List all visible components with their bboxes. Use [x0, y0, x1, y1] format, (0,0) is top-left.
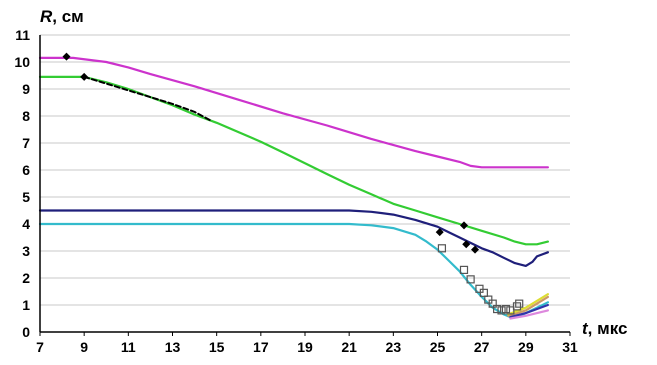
grid-layer [40, 34, 570, 306]
x-tick-label-29: 29 [518, 339, 534, 355]
x-axis-title: t, мкс [582, 319, 627, 338]
y-axis-unit: , см [52, 7, 83, 26]
square-marker-13 [515, 299, 524, 308]
square-marker-8 [493, 304, 502, 314]
x-tick-label-9: 9 [80, 339, 88, 355]
square-marker-2 [459, 265, 469, 274]
x-tick-label-7: 7 [36, 339, 44, 355]
square-marker-7 [488, 299, 497, 308]
x-tick-label-25: 25 [430, 339, 446, 355]
x-axis-unit: , мкс [588, 319, 628, 338]
x-tick-label-11: 11 [121, 339, 136, 355]
series-line-4 [38, 222, 549, 319]
series-layer [38, 56, 549, 320]
x-tick-label-15: 15 [209, 339, 225, 355]
series-line-1 [38, 56, 549, 169]
series-line-8 [509, 309, 549, 320]
x-tick-label-19: 19 [297, 339, 313, 355]
diamond-marker-3 [435, 228, 444, 237]
x-tick-label-13: 13 [165, 339, 181, 355]
x-tick-label-17: 17 [253, 339, 269, 355]
diamond-marker-1 [62, 52, 71, 61]
square-marker-3 [466, 275, 475, 284]
square-marker-5 [479, 288, 488, 297]
square-marker-9 [497, 306, 506, 315]
diamond-marker-2 [80, 72, 89, 81]
y-tick-label-8: 8 [22, 108, 30, 124]
y-tick-label-1: 1 [22, 297, 30, 313]
x-axis-symbol: t [582, 319, 589, 338]
square-marker-1 [437, 244, 447, 253]
y-tick-label-11: 11 [15, 27, 30, 43]
square-marker-12 [512, 302, 522, 311]
y-axis-symbol: R [40, 7, 53, 26]
y-tick-label-4: 4 [22, 216, 30, 232]
x-tick-label-27: 27 [474, 339, 490, 355]
y-tick-label-9: 9 [22, 81, 30, 97]
square-marker-10 [501, 304, 511, 314]
series-line-3 [38, 209, 549, 267]
y-tick-label-10: 10 [14, 54, 30, 70]
y-tick-label-7: 7 [22, 135, 30, 151]
diamond-marker-6 [471, 245, 480, 254]
marker-layer [62, 52, 524, 315]
y-tick-label-5: 5 [22, 189, 30, 205]
diamond-marker-5 [462, 240, 471, 249]
x-tick-label-31: 31 [562, 339, 578, 355]
y-axis-title: R, см [40, 7, 84, 26]
y-tick-label-6: 6 [22, 162, 30, 178]
y-tick-label-2: 2 [22, 270, 30, 286]
x-tick-label-23: 23 [386, 339, 402, 355]
series-line-9 [83, 75, 211, 122]
diamond-marker-4 [460, 221, 468, 230]
x-tick-label-21: 21 [341, 339, 357, 355]
y-tick-label-3: 3 [22, 243, 30, 259]
series-line-7 [509, 303, 549, 319]
series-line-2 [38, 75, 549, 246]
y-tick-label-0: 0 [22, 324, 30, 340]
axis-layer [39, 35, 571, 336]
